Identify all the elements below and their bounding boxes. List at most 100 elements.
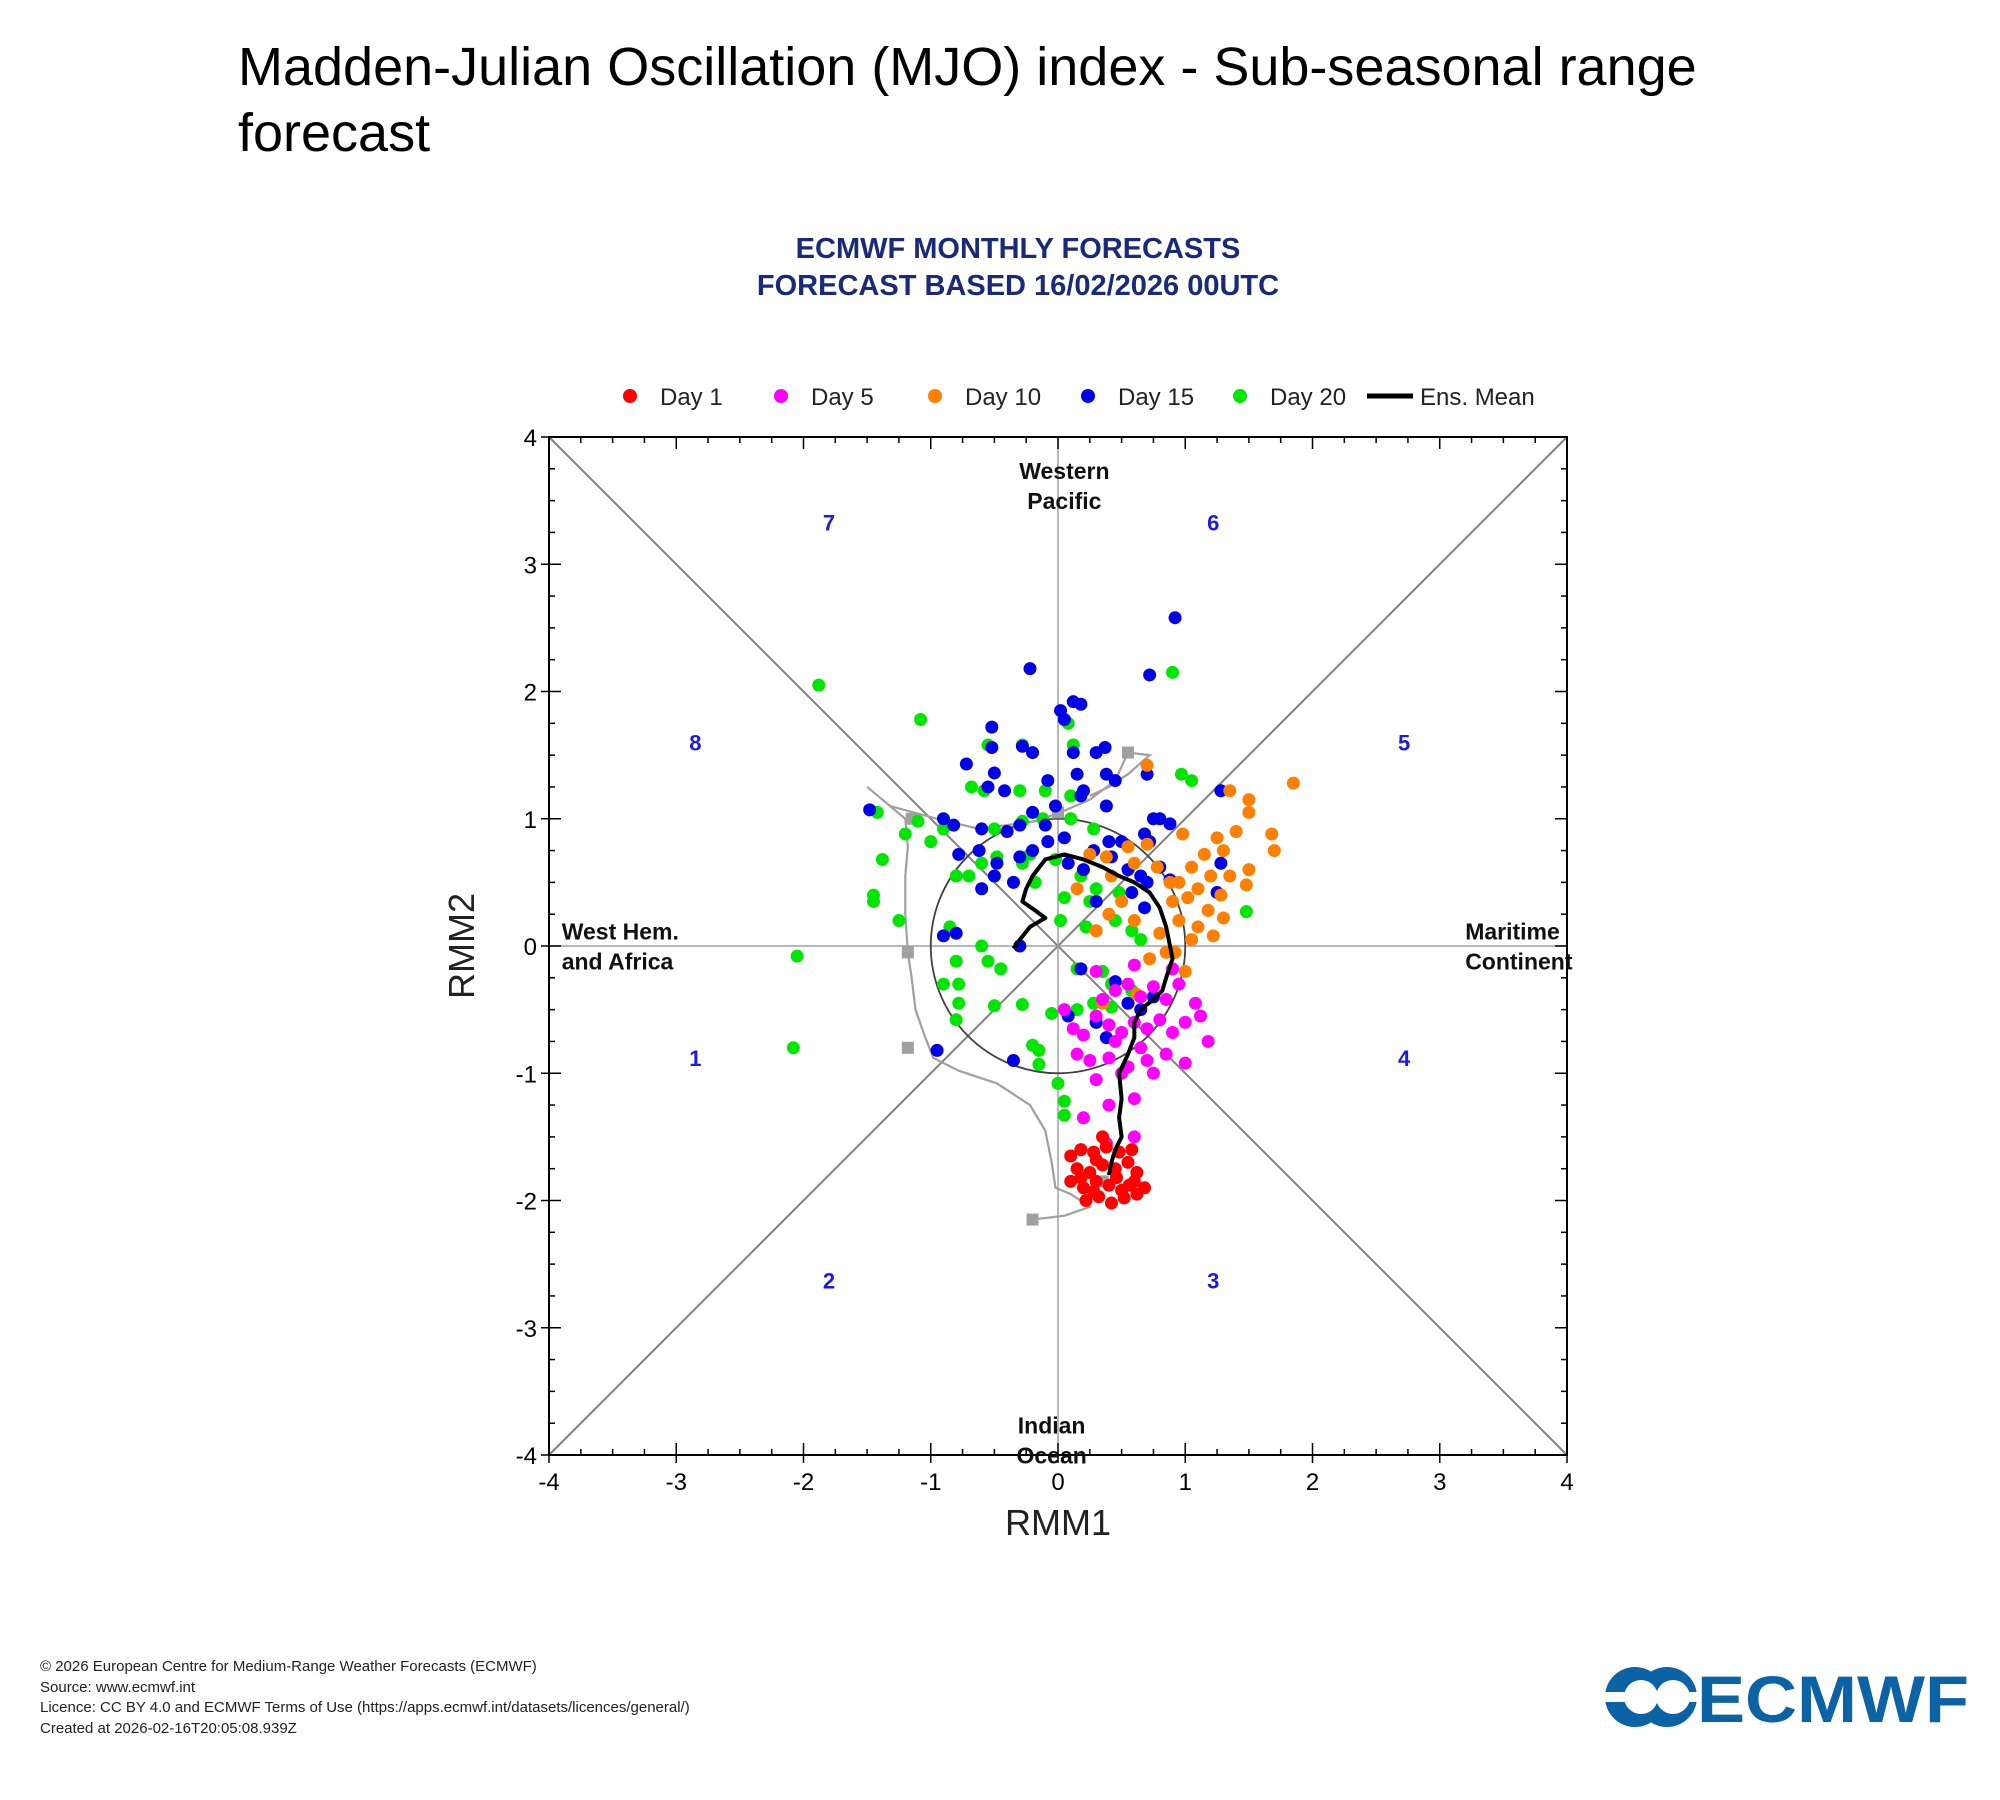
day-15-point (1163, 817, 1177, 831)
day-10-point (1267, 844, 1281, 858)
day-1-point (1104, 1196, 1118, 1210)
day-20-point (1089, 882, 1103, 896)
day-20-point (1057, 1108, 1071, 1122)
region-label: West Hem. (562, 919, 679, 945)
day-10-point (1181, 891, 1195, 905)
day-10-point (1140, 837, 1154, 851)
day-10-point (1191, 882, 1205, 896)
observed-marker (901, 1041, 914, 1054)
day-10-point (1115, 894, 1129, 908)
licence-line[interactable]: Licence: CC BY 4.0 and ECMWF Terms of Us… (40, 1699, 690, 1716)
day-10-point (1204, 869, 1218, 883)
day-5-point (1134, 1041, 1148, 1055)
day-20-point (790, 949, 804, 963)
day-1-point (1089, 1174, 1103, 1188)
day-15-point (947, 818, 961, 832)
day-15-point (930, 1043, 944, 1057)
day-15-point (1070, 767, 1084, 781)
day-5-point (1083, 1054, 1097, 1068)
phase-number: 1 (689, 1046, 701, 1071)
day-15-point (1098, 740, 1112, 754)
day-15-point (1023, 662, 1037, 676)
footer: © 2026 European Centre for Medium-Range … (40, 1657, 690, 1739)
day-20-point (1064, 812, 1078, 826)
day-1-point (1079, 1194, 1093, 1207)
legend-marker (1233, 389, 1247, 403)
day-5-point (1102, 1018, 1116, 1032)
phase-number: 4 (1398, 1046, 1411, 1071)
day-20-point (949, 869, 963, 883)
day-5-point (1108, 984, 1122, 998)
day-20-point (892, 914, 906, 928)
day-1-point (1074, 1143, 1088, 1157)
day-1-point (1125, 1143, 1139, 1157)
day-5-point (1159, 1047, 1173, 1061)
plot-area (548, 436, 1568, 1456)
copyright-line: © 2026 European Centre for Medium-Range … (40, 1658, 537, 1675)
day-20-point (924, 835, 938, 849)
day-5-point (1066, 1022, 1080, 1036)
day-5-point (1188, 996, 1202, 1010)
day-20-point (1057, 891, 1071, 905)
day-10-point (1242, 863, 1256, 877)
day-1-point (1099, 1140, 1113, 1154)
day-20-point (1013, 784, 1027, 798)
ecmwf-logo-text: ECMWF (1697, 1662, 1969, 1732)
day-15-point (1015, 739, 1029, 753)
day-15-point (1048, 799, 1062, 813)
ensemble-mean-track (1011, 852, 1175, 1176)
ecmwf-logo-mark (1605, 1667, 1697, 1727)
day-20-point (1032, 1043, 1046, 1057)
mjo-phase-diagram: ECMWF MONTHLY FORECASTS FORECAST BASED 16… (441, 233, 1574, 1543)
ecmwf-logo[interactable]: ECMWF (1605, 1662, 1975, 1732)
day-15-point (1074, 962, 1088, 976)
day-15-point (949, 926, 963, 940)
day-15-point (1041, 835, 1055, 849)
day-15-point (1074, 697, 1088, 711)
day-20-point (975, 856, 989, 870)
day-1-point (1122, 1178, 1136, 1192)
day-20-point (981, 954, 995, 968)
day-10-point (1172, 875, 1186, 889)
logo-stripe (1605, 1692, 1697, 1702)
day-15-point (1076, 863, 1090, 877)
day-1-point (1121, 1155, 1135, 1169)
region-label: Ocean (1016, 1442, 1086, 1468)
day-10-point (1070, 882, 1084, 896)
region-label: Western (1019, 458, 1109, 484)
day-20-point (994, 962, 1008, 976)
day-20-point (1125, 924, 1139, 938)
source-link[interactable]: Source: www.ecmwf.int (40, 1678, 196, 1696)
day-20-point (1087, 822, 1101, 836)
day-15-point (1153, 812, 1167, 826)
day-10-point (1210, 831, 1224, 845)
day-10-point (1191, 920, 1205, 934)
day-15-point (1057, 712, 1071, 726)
day-15-point (936, 929, 950, 943)
day-15-point (1125, 886, 1139, 900)
day-5-point (1194, 1009, 1208, 1023)
day-20-point (1045, 1006, 1059, 1020)
day-20-point (898, 827, 912, 841)
day-5-point (1178, 1056, 1192, 1070)
day-5-point (1076, 1028, 1090, 1042)
created-line: Created at 2026-02-16T20:05:08.939Z (40, 1719, 297, 1737)
day-15-point (1102, 835, 1116, 849)
day-10-point (1143, 952, 1157, 966)
day-10-point (1083, 847, 1097, 861)
day-5-point (1146, 1066, 1160, 1080)
day-15-point (985, 740, 999, 754)
day-10-point (1242, 805, 1256, 819)
region-labels: Western Pacific Indian Ocean West Hem. and Af… (562, 458, 1573, 1468)
day-15-point (1026, 844, 1040, 858)
chart-title-line: ECMWF MONTHLY FORECASTS (796, 233, 1241, 265)
day-20-point (914, 712, 928, 726)
day-5-point (1159, 992, 1173, 1006)
day-5-point (1140, 1022, 1154, 1036)
axis-titles: RMM1 RMM2 (441, 893, 1111, 1543)
y-tick-label: 4 (524, 425, 537, 452)
day-10-point (1102, 907, 1116, 921)
day-10-point (1127, 856, 1141, 870)
region-label: Pacific (1027, 488, 1101, 514)
day-20-point (1174, 767, 1188, 781)
